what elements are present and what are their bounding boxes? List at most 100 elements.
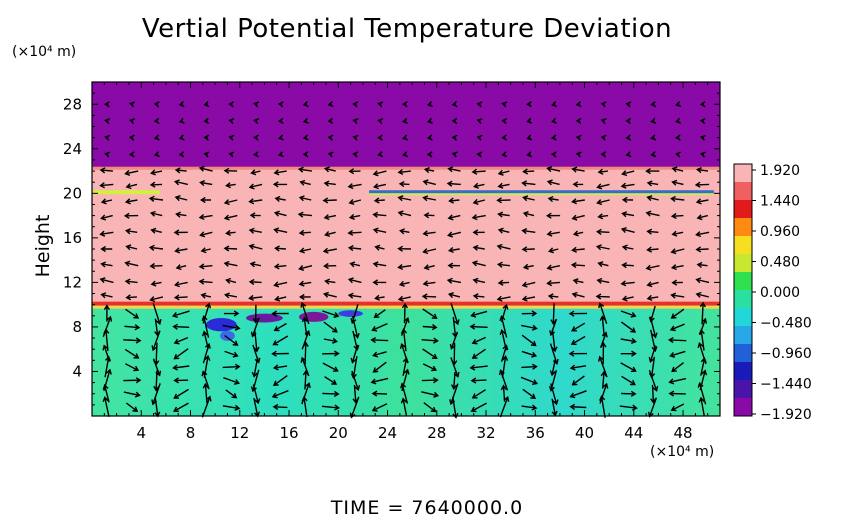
wind-arrow xyxy=(327,101,334,108)
wind-arrow xyxy=(521,310,538,317)
wind-arrow xyxy=(351,316,360,339)
wind-arrow xyxy=(129,118,136,125)
wind-arrow xyxy=(302,369,309,390)
wind-arrow xyxy=(696,261,708,269)
wind-arrow xyxy=(104,151,111,158)
wind-arrow xyxy=(277,151,284,158)
wind-arrow xyxy=(102,383,110,403)
wind-arrow xyxy=(173,229,188,236)
wind-arrow xyxy=(351,370,361,392)
band-left xyxy=(92,190,160,195)
wind-arrow xyxy=(274,245,286,252)
wind-arrow xyxy=(223,214,238,221)
wind-arrow xyxy=(671,230,684,237)
wind-arrow xyxy=(668,377,687,385)
wind-arrow xyxy=(100,261,113,268)
upper-interface xyxy=(92,166,720,170)
wind-arrow xyxy=(398,180,410,188)
wind-arrow xyxy=(448,246,460,254)
wind-arrow xyxy=(422,230,436,237)
wind-arrow xyxy=(551,117,557,124)
wind-arrow xyxy=(496,295,511,302)
wind-arrow xyxy=(595,244,610,251)
wind-arrow xyxy=(670,195,685,203)
band-right-lite xyxy=(369,193,714,196)
wind-arrow xyxy=(451,117,458,125)
wind-arrow xyxy=(648,369,659,392)
wind-arrow xyxy=(198,263,213,270)
y-axis-unit: (×10⁴ m) xyxy=(12,44,77,60)
wind-arrow xyxy=(699,101,706,108)
wind-arrow xyxy=(521,324,538,331)
wind-arrow xyxy=(178,151,185,158)
wind-arrow xyxy=(322,247,337,254)
wind-arrow xyxy=(202,342,211,364)
colorbar-label: −0.960 xyxy=(760,346,812,362)
wind-arrow xyxy=(650,151,657,158)
wind-arrow xyxy=(549,359,556,377)
wind-arrow xyxy=(322,362,339,372)
wind-arrow xyxy=(526,117,533,124)
wind-arrow xyxy=(451,101,458,108)
x-tick-label: 24 xyxy=(378,424,397,442)
wind-arrow xyxy=(450,371,458,391)
wind-arrow xyxy=(575,101,582,108)
wind-arrow xyxy=(272,364,288,371)
wind-arrow xyxy=(173,348,189,360)
wind-arrow xyxy=(426,101,433,108)
wind-arrow xyxy=(347,244,362,252)
x-tick-label: 4 xyxy=(136,424,146,442)
wind-arrow xyxy=(172,364,190,371)
wind-arrow xyxy=(497,211,510,218)
colorbar-swatch xyxy=(734,362,752,381)
wind-arrow xyxy=(546,280,561,287)
wind-arrow xyxy=(646,294,659,302)
wind-arrow xyxy=(253,329,260,353)
wind-arrow xyxy=(422,179,436,186)
wind-arrow xyxy=(400,328,408,352)
wind-arrow xyxy=(472,277,486,284)
wind-arrow xyxy=(471,348,486,359)
wind-arrow xyxy=(99,167,113,174)
wind-arrow xyxy=(371,390,388,397)
wind-arrow xyxy=(124,260,139,267)
wind-arrow xyxy=(248,183,263,190)
cold-patch xyxy=(338,310,363,317)
wind-arrow xyxy=(501,101,508,108)
wind-arrow xyxy=(625,134,632,141)
wind-arrow xyxy=(123,337,142,344)
colorbar-swatch xyxy=(734,164,752,183)
wind-arrow xyxy=(600,151,607,158)
wind-arrow xyxy=(125,183,138,190)
colorbar-swatch xyxy=(734,290,752,309)
band-right xyxy=(369,190,714,195)
wind-arrow xyxy=(648,345,657,363)
wind-arrow xyxy=(298,265,313,271)
x-tick-label: 36 xyxy=(526,424,545,442)
cold-patch xyxy=(245,313,283,323)
wind-arrow xyxy=(173,294,188,301)
wind-arrow xyxy=(401,101,408,108)
wind-arrow xyxy=(199,180,213,187)
wind-arrow xyxy=(472,244,485,251)
colorbar-swatch xyxy=(734,218,752,237)
cold-patch xyxy=(205,318,237,332)
wind-arrow xyxy=(402,151,409,158)
wind-arrow xyxy=(324,278,336,285)
wind-arrow xyxy=(670,264,684,271)
wind-arrow xyxy=(152,303,162,326)
wind-arrow xyxy=(199,231,213,238)
wind-arrow xyxy=(347,277,362,284)
wind-arrow xyxy=(373,197,385,204)
wind-arrow xyxy=(250,169,261,176)
wind-arrow xyxy=(273,281,288,288)
wind-arrow xyxy=(371,322,388,332)
wind-arrow xyxy=(600,118,607,125)
wind-arrow xyxy=(620,337,637,345)
wind-arrow xyxy=(422,324,438,331)
wind-arrow xyxy=(670,212,684,220)
wind-arrow xyxy=(426,151,433,158)
wind-arrow xyxy=(222,324,241,331)
wind-arrow xyxy=(301,395,308,418)
wind-arrow xyxy=(547,195,559,203)
